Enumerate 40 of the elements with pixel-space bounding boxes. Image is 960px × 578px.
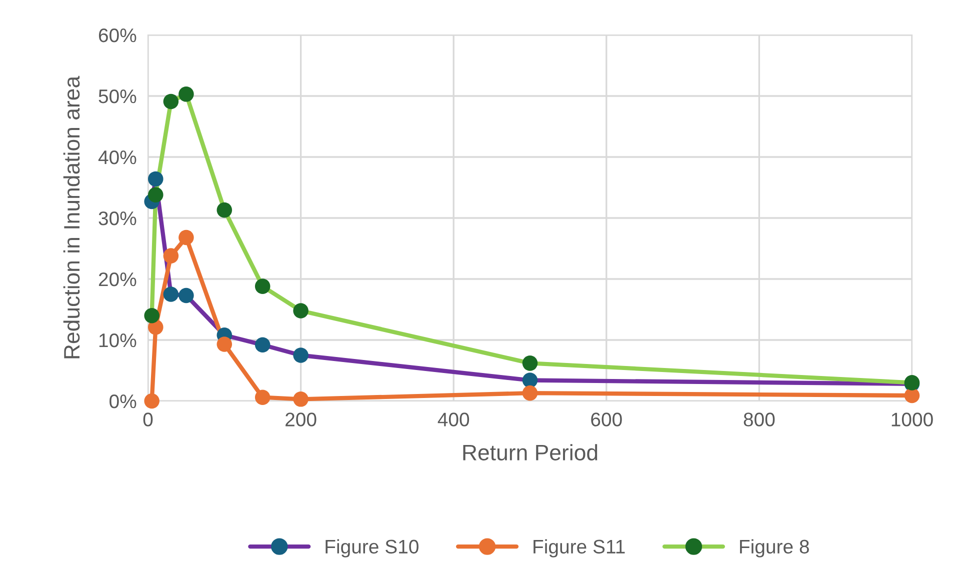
x-axis-title: Return Period [463,444,598,460]
y-tick-label: 50% [98,89,136,104]
point [144,308,160,324]
x-tick-label: 600 [591,412,622,426]
point [216,336,232,352]
legend-label: Figure S10 [326,539,418,558]
y-tick-label: 10% [99,333,136,348]
y-tick-label: 60% [98,28,136,42]
point [254,337,270,353]
x-tick-label: 800 [744,412,775,426]
point [254,278,270,294]
point [216,202,232,218]
x-tick-label: 1000 [892,412,933,426]
point [144,393,160,409]
y-axis-title: Reduction in Inundation area [63,76,80,358]
point [148,171,164,187]
point [522,372,538,388]
point [293,392,308,407]
legend-label: Figure S11 [534,539,625,558]
point [522,385,538,401]
point [178,230,194,246]
legend-label: Figure 8 [740,539,809,558]
x-tick-label: 400 [438,412,470,426]
point [163,286,179,302]
point [148,187,164,202]
point [163,94,179,110]
point [904,388,920,404]
point [522,356,538,371]
y-tick-label: 40% [98,150,136,164]
x-tick-label: 0 [143,412,153,426]
y-tick-label: 20% [98,272,136,286]
point [254,390,270,405]
y-tick-label: 0% [110,394,136,408]
point [178,288,194,304]
point [178,86,194,102]
x-tick-label: 200 [286,412,316,426]
point [293,303,308,318]
point [163,248,179,264]
y-tick-label: 30% [98,211,136,226]
point [293,348,308,363]
